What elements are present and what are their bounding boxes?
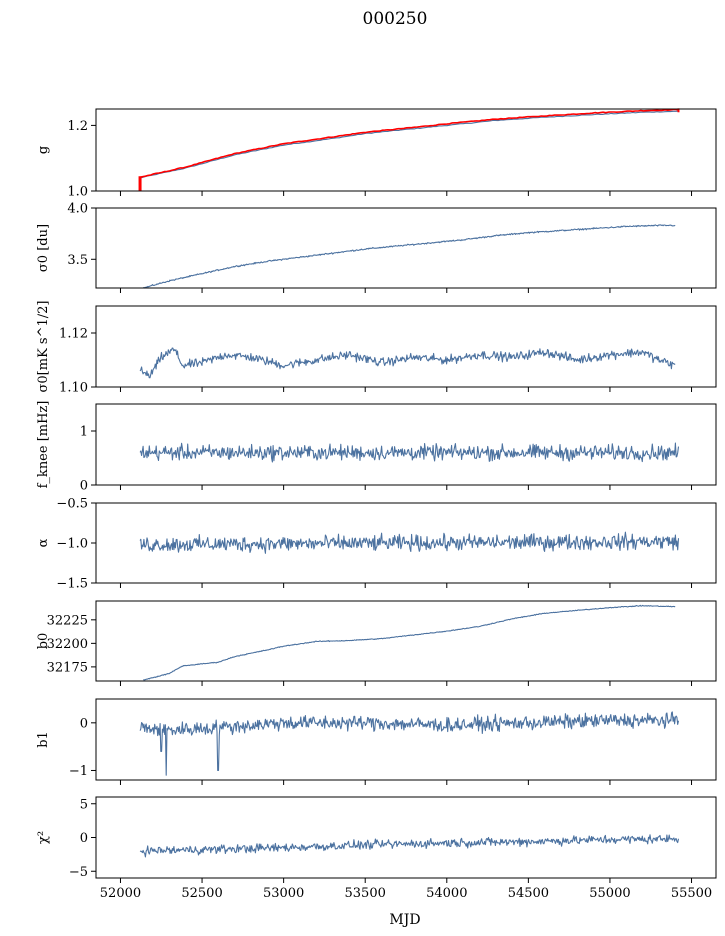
- x-tick-label: 54000: [426, 886, 467, 901]
- y-tick-label: 1.12: [59, 327, 88, 342]
- x-tick-label: 53500: [345, 886, 386, 901]
- y-tick-label: 1.10: [59, 381, 88, 396]
- y-tick-label: 3.5: [67, 253, 88, 268]
- y-axis-label: b0: [36, 633, 51, 650]
- panel-4: 0 1 f_knee [mHz]: [36, 401, 717, 494]
- y-tick-label: −1: [69, 764, 88, 779]
- series-line-1: [139, 442, 680, 463]
- y-axis-label: σ0 [du]: [36, 224, 51, 272]
- x-tick-label: 55000: [589, 886, 630, 901]
- y-tick-label: −0.5: [56, 497, 88, 512]
- panels: 1.0 1.2 g 3.5 4.0 σ0 [du] 1.10 1.12 σ0[mK s^1/2]…: [36, 108, 717, 901]
- panel-6: 32175 32200 32225 b0: [36, 600, 717, 686]
- x-tick-label: 52500: [181, 886, 222, 901]
- series-line-1: [143, 604, 676, 681]
- y-tick-label: 32225: [47, 613, 88, 628]
- series-line-2: [139, 108, 679, 179]
- axes-frame: [95, 698, 717, 781]
- x-axis-label: MJD: [389, 912, 420, 928]
- series-line-1: [139, 834, 680, 858]
- axes-frame: [95, 403, 717, 486]
- y-tick-label: 5: [80, 797, 88, 812]
- x-tick-label: 52000: [100, 886, 141, 901]
- panel-3: 1.10 1.12 σ0[mK s^1/2]: [36, 301, 717, 396]
- x-tick-label: 55500: [671, 886, 712, 901]
- y-tick-label: 32200: [47, 637, 88, 652]
- series-line-1: [139, 347, 676, 379]
- y-tick-label: 1: [80, 425, 88, 440]
- y-tick-label: 0: [80, 479, 88, 494]
- panel-8: −5 0 5 χ² 52000 52500 53000 53500 54000 54500 5500…: [36, 796, 717, 901]
- y-tick-label: 0: [80, 831, 88, 846]
- y-tick-label: 0: [80, 716, 88, 731]
- axes-frame: [95, 600, 717, 682]
- series-line-1: [139, 531, 680, 554]
- y-tick-label: 4.0: [67, 202, 88, 217]
- y-tick-label: −1.0: [56, 537, 88, 552]
- x-tick-label: 53000: [263, 886, 304, 901]
- axes-frame: [95, 305, 717, 388]
- axes-frame: [95, 207, 717, 289]
- y-tick-label: 32175: [47, 660, 88, 675]
- y-axis-label: g: [36, 146, 51, 154]
- y-axis-label: σ0[mK s^1/2]: [36, 301, 51, 393]
- y-tick-label: 1.0: [67, 185, 88, 200]
- panel-7: −1 0 b1: [36, 698, 717, 785]
- y-axis-label: α: [36, 538, 51, 547]
- series-line-1: [142, 224, 676, 289]
- series-line-1: [140, 110, 679, 179]
- panel-2: 3.5 4.0 σ0 [du]: [36, 202, 717, 293]
- y-tick-label: −5: [69, 865, 88, 880]
- y-axis-label: χ²: [36, 831, 51, 844]
- y-tick-label: −1.5: [56, 577, 88, 592]
- y-axis-label: b1: [36, 731, 51, 748]
- series-line-1: [139, 711, 680, 776]
- axes-frame: [95, 108, 717, 192]
- y-axis-label: f_knee [mHz]: [36, 401, 51, 489]
- panel-5: −1.5 −1.0 −0.5 α: [36, 497, 717, 592]
- x-tick-label: 54500: [508, 886, 549, 901]
- figure-title: 000250: [363, 9, 428, 29]
- y-tick-label: 1.2: [67, 119, 88, 134]
- panel-1: 1.0 1.2 g: [36, 108, 717, 200]
